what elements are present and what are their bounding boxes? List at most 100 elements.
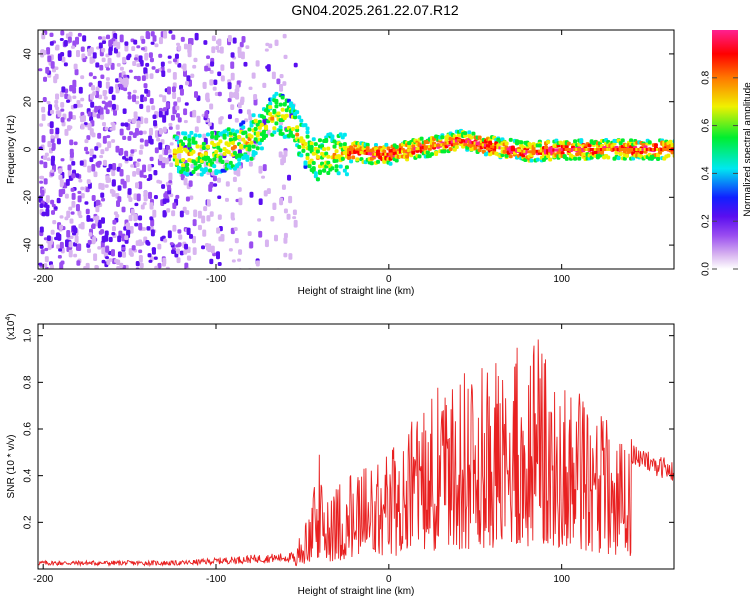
snr-series-line xyxy=(38,339,674,567)
spectrogram-cell xyxy=(253,93,258,101)
spectrogram-cell xyxy=(41,106,46,113)
spectrogram-cell xyxy=(281,155,286,164)
spectrogram-cell xyxy=(498,146,502,150)
spectrogram-cell xyxy=(217,195,222,200)
spectrogram-cell xyxy=(45,204,50,210)
spectrogram-cell xyxy=(146,226,151,231)
spectrogram-cell xyxy=(63,62,68,67)
x-tick-label: -200 xyxy=(33,274,53,285)
spectrogram-cell xyxy=(95,205,100,213)
spectrogram-cell xyxy=(264,126,269,131)
spectrogram-cell xyxy=(89,148,94,157)
spectrogram-cell xyxy=(214,92,219,97)
spectrogram-cell xyxy=(216,49,221,53)
spectrogram-cell xyxy=(133,193,138,200)
spectrogram-cell xyxy=(174,53,179,59)
spectrogram-cell xyxy=(502,149,507,154)
spectrogram-cell xyxy=(130,149,135,154)
spectrogram-cell xyxy=(456,138,460,142)
spectrogram-cell xyxy=(376,152,380,156)
spectrogram-cell xyxy=(508,137,513,142)
spectrogram-cell xyxy=(183,249,188,255)
spectrogram-cell xyxy=(235,92,240,100)
spectrogram-cell xyxy=(292,209,297,216)
spectrogram-cell xyxy=(573,156,578,161)
spectrogram-cell xyxy=(253,98,258,106)
spectrogram-cell xyxy=(192,219,197,227)
spectrogram-cell xyxy=(209,79,214,86)
spectrogram-cell xyxy=(158,94,163,98)
spectrogram-cell xyxy=(212,175,217,182)
spectrogram-cell xyxy=(614,148,618,151)
spectrogram-cell xyxy=(465,139,469,143)
spectrogram-cell xyxy=(185,166,190,171)
spectrogram-cell xyxy=(155,69,160,74)
spectrogram-cell xyxy=(101,247,106,255)
spectrogram-cell xyxy=(249,156,254,161)
spectrogram-cell xyxy=(218,155,223,160)
y-tick-label: 0.8 xyxy=(23,375,34,389)
spectrogram-cell xyxy=(185,196,190,202)
spectrogram-cell xyxy=(109,188,114,194)
spectrogram-cell xyxy=(138,149,143,155)
spectrogram-cell xyxy=(577,156,582,161)
spectrogram-cell xyxy=(149,202,154,210)
spectrogram-cell xyxy=(116,259,121,266)
spectrogram-cell xyxy=(96,199,101,206)
spectrogram-cell xyxy=(610,148,614,151)
spectrogram-cell xyxy=(69,148,74,156)
spectrogram-cell xyxy=(384,152,388,156)
spectrogram-cell xyxy=(142,164,147,173)
spectrogram-cell xyxy=(67,164,72,171)
spectrogram-cell xyxy=(251,144,256,149)
spectrogram-cell xyxy=(171,249,176,254)
spectrogram-cell xyxy=(413,147,417,151)
spectrogram-cell xyxy=(208,184,213,192)
spectrogram-cell xyxy=(73,63,78,70)
spectrogram-cell xyxy=(363,151,367,155)
spectrogram-cell xyxy=(283,232,288,239)
spectrogram-cell xyxy=(390,152,394,156)
spectrogram-cell xyxy=(220,75,225,82)
spectrogram-cell xyxy=(266,129,271,136)
spectrogram-cell xyxy=(660,148,664,151)
spectrogram-cell xyxy=(193,209,198,218)
spectrogram-cell xyxy=(215,251,220,260)
spectrogram-cell xyxy=(185,172,190,177)
spectrogram-cell xyxy=(380,152,384,156)
spectrogram-cell xyxy=(145,30,150,39)
spectrogram-cell xyxy=(38,262,43,266)
spectrogram-cell xyxy=(89,56,94,64)
spectrogram-cell xyxy=(105,245,110,253)
spectrogram-cell xyxy=(606,148,610,151)
y-tick-label: 40 xyxy=(23,48,34,60)
spectrogram-cell xyxy=(122,108,127,115)
spectrogram-cell xyxy=(148,127,153,136)
spectrogram-cell xyxy=(110,249,115,257)
spectrogram-cell xyxy=(209,69,214,74)
spectrogram-cell xyxy=(128,156,133,161)
spectrogram-cell xyxy=(183,177,188,186)
x-axis-label: Height of straight line (km) xyxy=(298,586,415,597)
spectrogram-cell xyxy=(60,260,65,265)
spectrogram-cell xyxy=(97,80,102,88)
spectrogram-cell xyxy=(95,62,100,68)
spectrogram-cell xyxy=(417,154,422,159)
spectrogram-cell xyxy=(105,77,110,81)
spectrogram-cell xyxy=(172,106,177,115)
spectrogram-cell xyxy=(274,91,279,96)
spectrogram-cell xyxy=(101,47,106,53)
spectrogram-cell xyxy=(315,177,320,182)
spectrogram-cell xyxy=(407,148,411,152)
spectrogram-cell xyxy=(537,149,541,153)
spectrogram-cell xyxy=(425,150,430,155)
spectrogram-cell xyxy=(105,256,110,260)
spectrogram-cell xyxy=(626,148,630,151)
spectrogram-cell xyxy=(111,94,116,101)
spectrogram-cell xyxy=(167,230,172,239)
spectrogram-cell xyxy=(197,163,202,168)
spectrogram-cell xyxy=(517,149,521,153)
spectrogram-cell xyxy=(527,150,531,154)
spectrogram-cell xyxy=(111,169,116,177)
spectrogram-cell xyxy=(579,138,584,143)
